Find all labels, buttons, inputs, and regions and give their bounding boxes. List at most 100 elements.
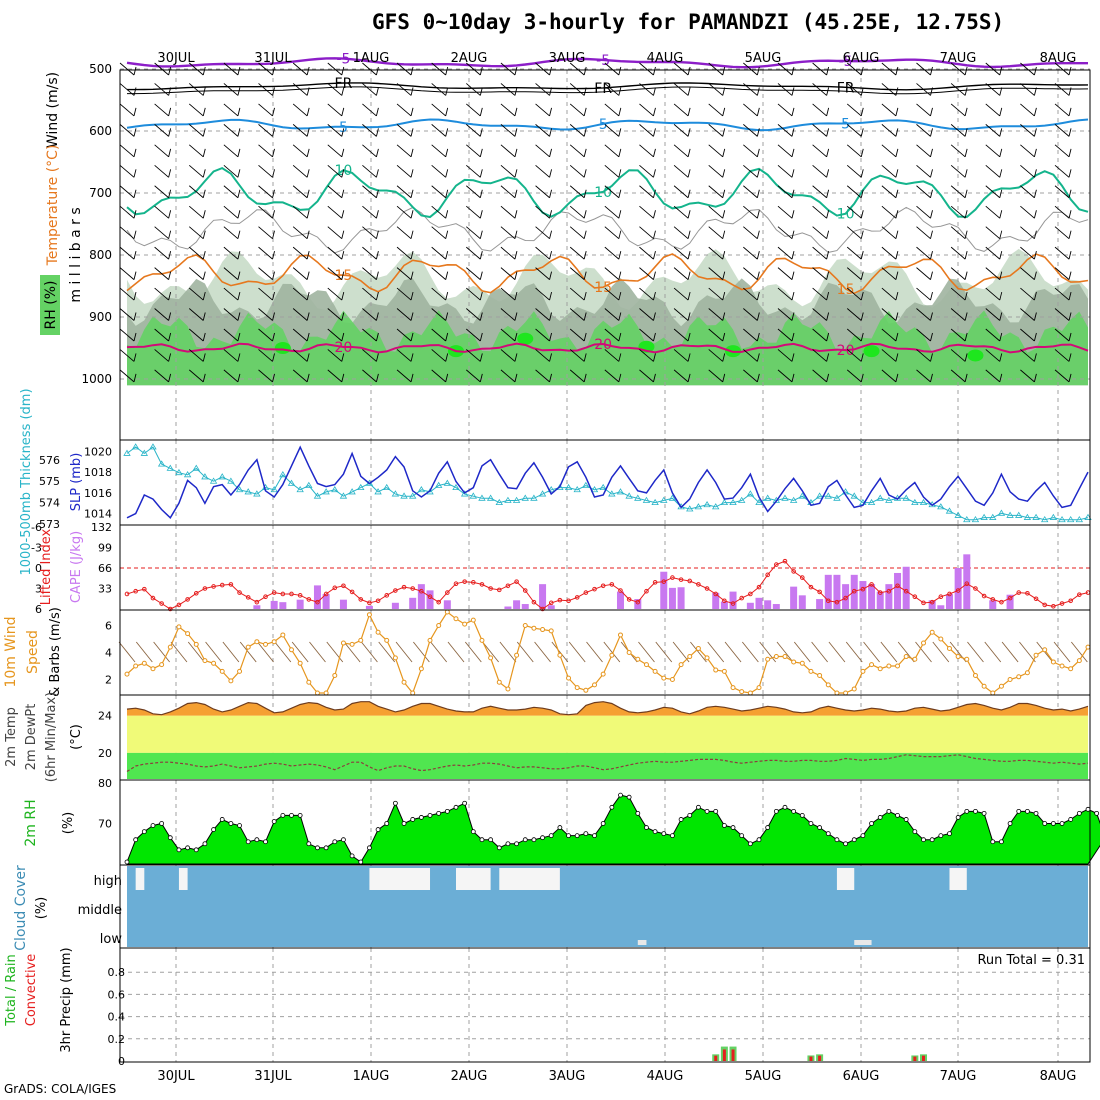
wind-barb [964,148,968,157]
lifted-index-point [791,569,796,574]
lifted-index-point [592,586,597,592]
wind-barb [237,332,241,342]
wind-barb [168,291,172,301]
wind-barb-10m [707,641,725,663]
wind-barb [569,267,585,280]
wind-barb [431,287,446,301]
thickness-point [521,494,529,501]
wind-barb [756,87,760,96]
rh2m-point [185,845,191,851]
wind-barb [687,128,691,137]
wind-barb [583,271,587,280]
wind10-label-b: Speed [25,630,41,674]
wind-barb [985,205,1001,219]
wind-barb [756,251,760,260]
wind-barb-10m [326,641,344,663]
rh-contour [126,206,1089,254]
rh2m-point [436,810,442,816]
wind-barb [999,66,1003,76]
wind-barb [396,62,412,76]
rh2m-point [730,825,736,830]
wind-barb-10m [984,641,1002,663]
wind-barb [431,124,446,137]
wind-speed-point [392,655,398,661]
wind-barb [341,66,345,76]
wind-barb [999,87,1003,96]
wind-barb [168,128,172,137]
wind-barb [466,308,481,321]
wind-speed-point [314,690,320,696]
cape-bar [296,599,304,609]
wind-barb [272,353,275,362]
cape-bar [833,574,841,609]
lifted-index-line [126,560,1089,610]
wind-barb [514,107,518,117]
wind-barb [964,373,968,383]
wind-speed-point [245,644,251,650]
lifted-index-point [869,582,874,587]
wind-speed-point [531,625,537,631]
thickness-tick: 575 [39,475,60,488]
isotherm-label: FR [594,81,612,97]
thickness-point [919,498,928,506]
wind-barb [479,66,483,76]
wind-barb [743,226,758,240]
date-label-top: 2AUG [451,51,488,66]
wind-barb [500,144,516,158]
wind-barb [431,185,446,199]
wind-barb [846,369,862,383]
wind-barb [916,246,931,260]
lifted-index-point [1068,598,1073,604]
cape-bar [712,592,720,609]
wind-barb [743,328,758,342]
date-label-top: 1AUG [353,51,390,66]
wind-barb [791,230,795,239]
wind-barb [881,287,897,301]
wind-barb [410,373,414,383]
wind-barb [514,128,518,137]
cape-bar [764,600,772,609]
lifted-index-point [1059,601,1065,606]
wind-speed-point [332,672,338,678]
wind-barb [223,205,239,219]
wind-barb [860,210,864,219]
wind-barb [916,287,931,301]
wind-barb [604,308,620,321]
wind-barb [396,124,412,137]
thickness-point [452,483,460,491]
wind-barb [846,267,862,280]
wind-barb [653,353,656,362]
lifted-index-point [211,584,216,589]
wind-barb [237,148,241,157]
wind-barb [930,189,933,198]
wind-barb [846,349,862,362]
wind-barb [916,226,931,240]
cape-tick: 99 [98,542,112,555]
wind-barb [756,332,760,342]
wind-barb [258,226,273,240]
wind-barb [500,83,516,96]
wind-barb [569,164,585,178]
wind-barb [479,373,483,383]
wind-barb [708,369,724,383]
wind-barb [756,107,760,117]
wind-barb [791,291,795,301]
temp-tick: 24 [98,710,112,723]
thickness-point [876,494,884,501]
wind-speed-point [851,686,857,692]
wind-barb [791,312,795,321]
rh2m-point [1033,810,1039,816]
wind-barb [673,246,689,260]
wind-speed-point [418,666,424,672]
lifted-index-point [280,591,286,597]
thickness-point [443,479,452,486]
wind-barb [188,62,204,76]
wind-barb [1033,148,1037,157]
wind-speed-point [297,660,303,666]
wind-barb [583,291,587,301]
wind-barb [930,251,933,260]
wind-barb [535,349,550,362]
wind-barb [306,271,310,280]
rh2m-point [765,825,771,830]
rh2m-point [990,839,996,845]
